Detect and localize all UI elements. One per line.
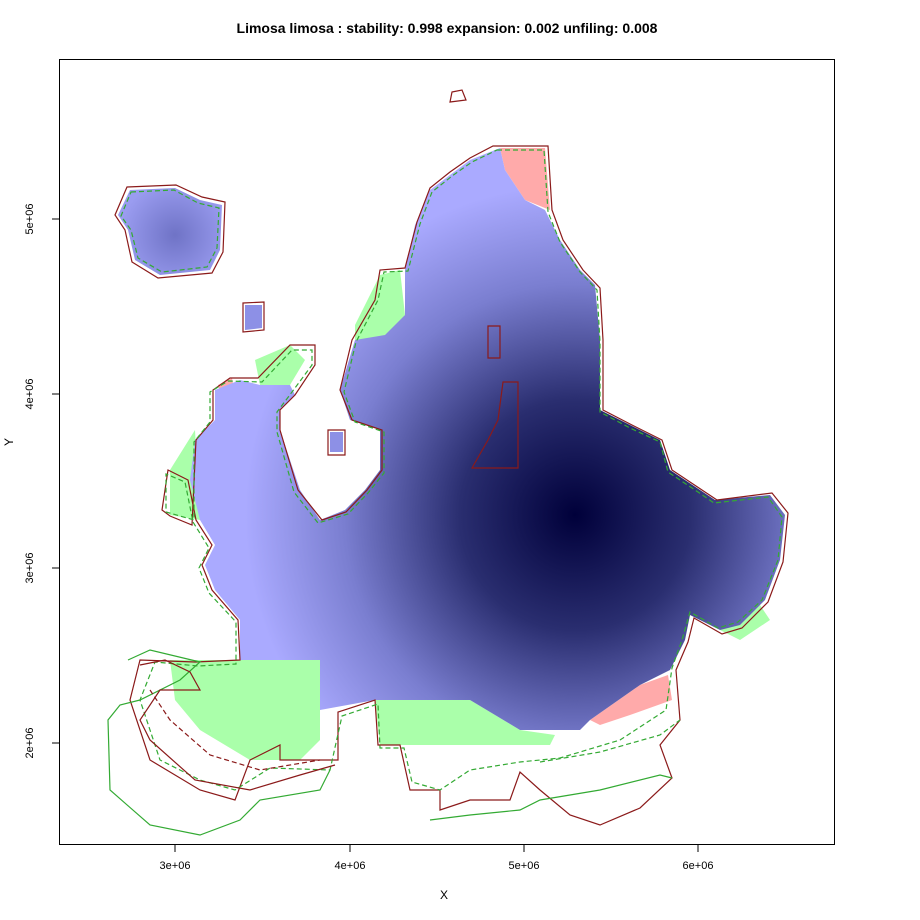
stable-range	[190, 148, 785, 730]
x-tick-label: 4e+06	[334, 860, 366, 872]
range-outlines	[107, 89, 789, 836]
axis-ticks	[52, 218, 699, 852]
y-tick-label: 5e+06	[24, 203, 36, 235]
y-tick-label: 2e+06	[24, 727, 36, 759]
stable-islands	[118, 188, 343, 452]
x-tick-label: 5e+06	[508, 860, 540, 872]
y-axis-label: Y	[2, 437, 16, 446]
x-axis-label: X	[440, 888, 449, 902]
map-title: Limosa limosa : stability: 0.998 expansi…	[236, 20, 658, 36]
y-tick-label: 3e+06	[24, 552, 36, 584]
x-tick-label: 3e+06	[159, 860, 191, 872]
x-tick-label: 6e+06	[682, 860, 714, 872]
y-tick-label: 4e+06	[24, 378, 36, 410]
